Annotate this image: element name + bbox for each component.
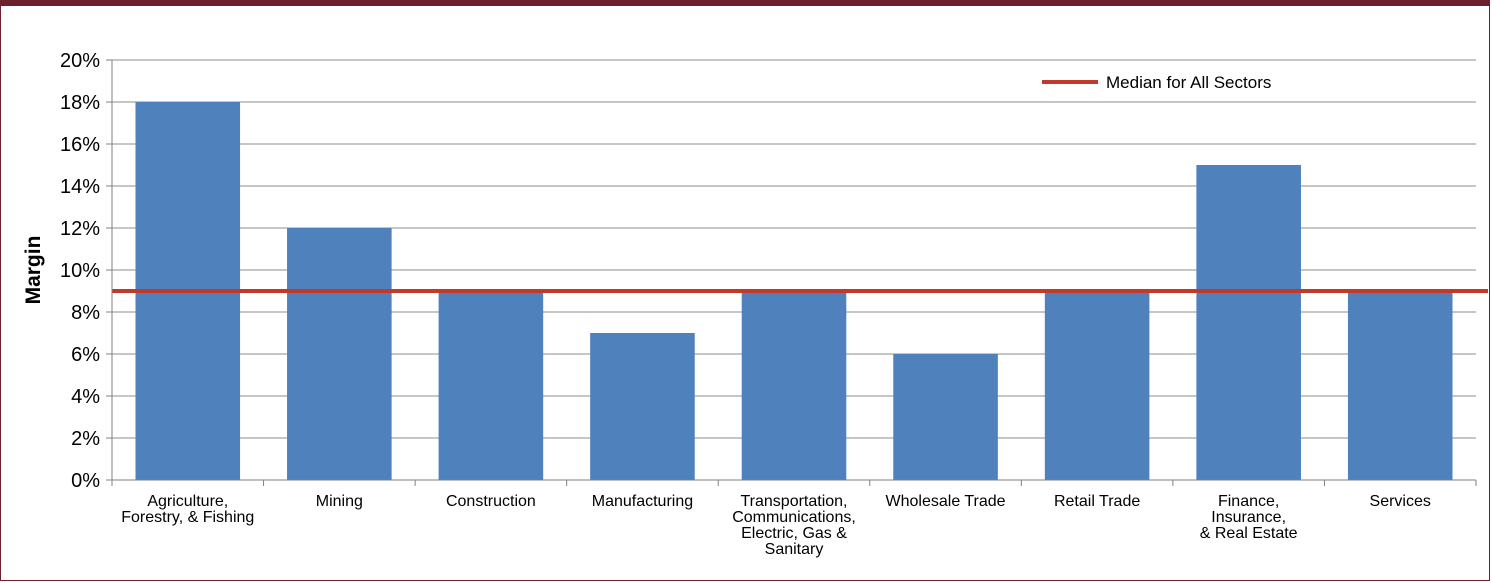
bar [741, 291, 847, 480]
y-tick-labels: 0% 2% 4% 6% 8% 10% 12% 14% 16% 18% 20% [60, 50, 100, 492]
x-tick-label: Transportation, Communications, Electric, … [732, 493, 856, 558]
legend: Median for All Sectors [1042, 73, 1271, 92]
x-axis [111, 60, 1477, 486]
y-tick-label: 18% [60, 92, 100, 114]
x-tick-label: Wholesale Trade [886, 493, 1006, 510]
x-tick-label: Manufacturing [592, 493, 693, 510]
x-tick-labels: Agriculture, Forestry, & Fishing Mining Con… [121, 493, 1431, 558]
bar [287, 228, 392, 480]
bar [590, 333, 695, 480]
y-tick-label: 12% [60, 218, 100, 240]
bar [1196, 165, 1301, 480]
y-axis-label: Margin [22, 236, 45, 305]
y-tick-label: 2% [71, 428, 100, 450]
legend-label: Median for All Sectors [1106, 73, 1271, 92]
x-tick-label: Finance, Insurance, & Real Estate [1200, 493, 1298, 542]
x-tick-label: Mining [316, 493, 363, 510]
y-tick-label: 8% [71, 302, 100, 324]
x-tick-label: Construction [446, 493, 536, 510]
bar [1044, 291, 1150, 480]
y-tick-label: 10% [60, 260, 100, 282]
x-tick-label: Retail Trade [1054, 493, 1140, 510]
bar [1347, 291, 1453, 480]
x-tick-label: Services [1370, 493, 1431, 510]
y-tick-label: 16% [60, 134, 100, 156]
y-tick-label: 20% [60, 50, 100, 72]
x-tick-label: Agriculture, Forestry, & Fishing [121, 493, 254, 526]
y-tick-label: 0% [71, 470, 100, 492]
y-tick-label: 14% [60, 176, 100, 198]
bar [438, 291, 544, 480]
bar [893, 354, 998, 480]
y-tick-label: 4% [71, 386, 100, 408]
y-tick-label: 6% [71, 344, 100, 366]
